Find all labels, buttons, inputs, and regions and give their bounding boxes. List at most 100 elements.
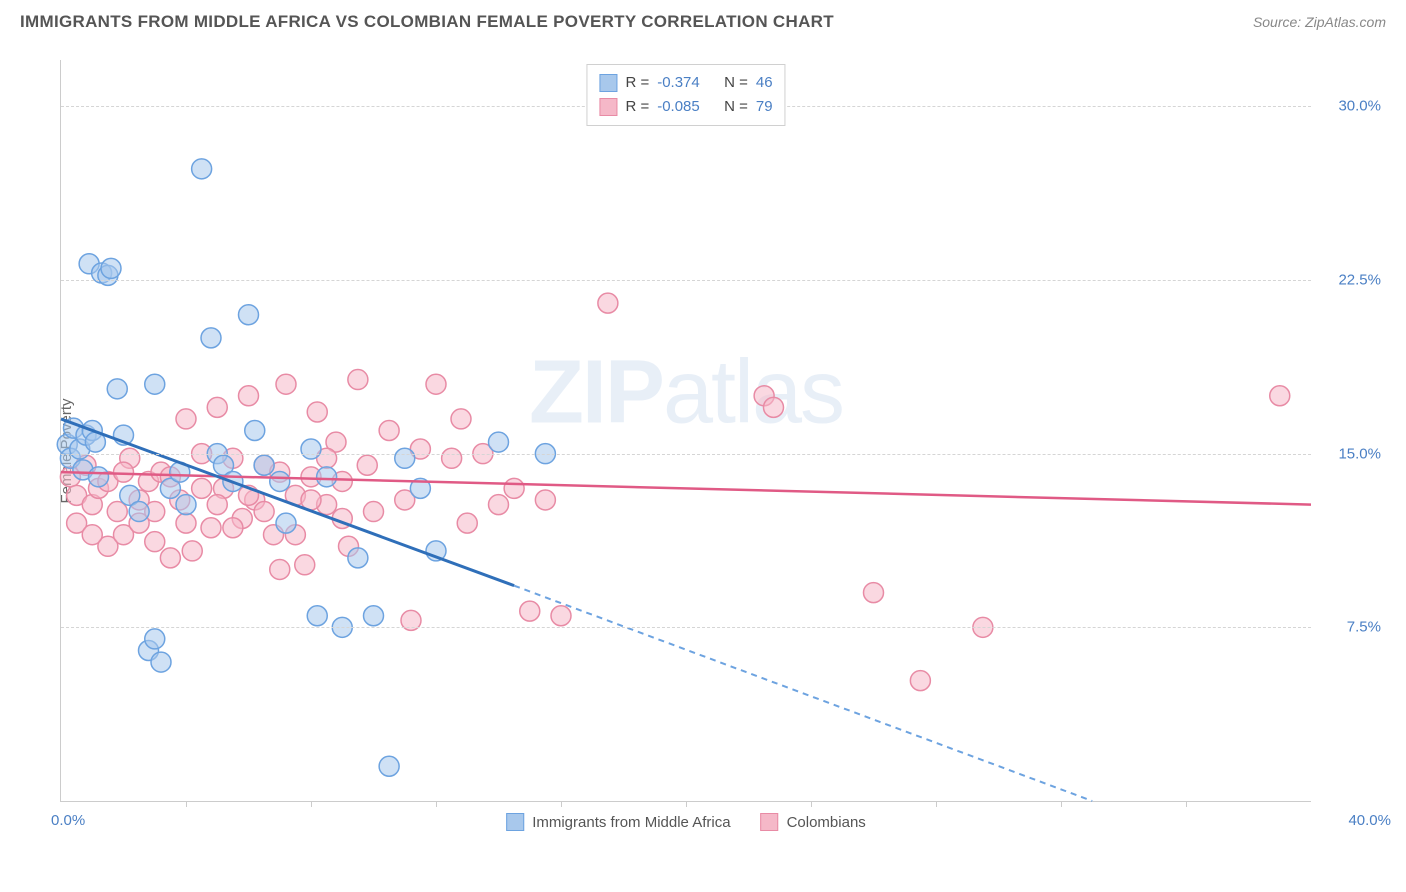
y-tick-label: 7.5% bbox=[1321, 619, 1381, 636]
gridline bbox=[61, 280, 1311, 281]
data-point bbox=[442, 448, 462, 468]
data-point bbox=[535, 490, 555, 510]
gridline bbox=[61, 454, 1311, 455]
x-tick-mark bbox=[811, 801, 812, 807]
swatch-icon bbox=[761, 813, 779, 831]
data-point bbox=[520, 601, 540, 621]
data-point bbox=[457, 513, 477, 533]
data-point bbox=[357, 455, 377, 475]
data-point bbox=[89, 467, 109, 487]
data-point bbox=[551, 606, 571, 626]
n-label: N = bbox=[724, 71, 748, 95]
x-tick-mark bbox=[936, 801, 937, 807]
data-point bbox=[276, 374, 296, 394]
data-point bbox=[364, 606, 384, 626]
data-point bbox=[151, 652, 171, 672]
series-legend: Immigrants from Middle Africa Colombians bbox=[506, 813, 866, 831]
data-point bbox=[107, 379, 127, 399]
x-tick-mark bbox=[311, 801, 312, 807]
data-point bbox=[598, 293, 618, 313]
data-point bbox=[176, 495, 196, 515]
data-point bbox=[764, 397, 784, 417]
data-point bbox=[101, 258, 121, 278]
x-tick-mark bbox=[686, 801, 687, 807]
data-point bbox=[207, 495, 227, 515]
data-point bbox=[82, 525, 102, 545]
data-point bbox=[379, 421, 399, 441]
data-point bbox=[270, 471, 290, 491]
data-point bbox=[910, 671, 930, 691]
data-point bbox=[176, 409, 196, 429]
x-tick-mark bbox=[1186, 801, 1187, 807]
data-point bbox=[245, 421, 265, 441]
data-point bbox=[145, 629, 165, 649]
data-point bbox=[276, 513, 296, 533]
r-value: -0.085 bbox=[657, 95, 700, 119]
legend-item-series1: Immigrants from Middle Africa bbox=[506, 813, 730, 831]
data-point bbox=[192, 159, 212, 179]
swatch-icon bbox=[599, 98, 617, 116]
data-point bbox=[129, 502, 149, 522]
x-tick-mark bbox=[186, 801, 187, 807]
data-point bbox=[504, 478, 524, 498]
plot-area: ZIPatlas R = -0.374 N = 46 R = -0.085 N … bbox=[60, 60, 1311, 802]
data-point bbox=[145, 532, 165, 552]
x-axis-max: 40.0% bbox=[1348, 812, 1391, 829]
n-value: 79 bbox=[756, 95, 773, 119]
data-point bbox=[307, 402, 327, 422]
data-point bbox=[395, 448, 415, 468]
data-point bbox=[145, 374, 165, 394]
swatch-icon bbox=[506, 813, 524, 831]
data-point bbox=[254, 502, 274, 522]
x-tick-mark bbox=[561, 801, 562, 807]
x-axis-origin: 0.0% bbox=[51, 812, 85, 829]
source-attribution: Source: ZipAtlas.com bbox=[1253, 14, 1386, 30]
data-point bbox=[1270, 386, 1290, 406]
trend-line-dashed bbox=[514, 586, 1092, 801]
data-point bbox=[451, 409, 471, 429]
data-point bbox=[201, 518, 221, 538]
data-point bbox=[114, 462, 134, 482]
data-point bbox=[270, 559, 290, 579]
data-point bbox=[307, 606, 327, 626]
data-point bbox=[239, 305, 259, 325]
swatch-icon bbox=[599, 74, 617, 92]
legend-label: Colombians bbox=[787, 814, 866, 831]
y-tick-label: 30.0% bbox=[1321, 98, 1381, 115]
r-value: -0.374 bbox=[657, 71, 700, 95]
data-point bbox=[379, 756, 399, 776]
data-point bbox=[301, 439, 321, 459]
data-point bbox=[489, 432, 509, 452]
scatter-svg bbox=[61, 60, 1311, 801]
y-tick-label: 15.0% bbox=[1321, 445, 1381, 462]
data-point bbox=[489, 495, 509, 515]
chart-container: Female Poverty ZIPatlas R = -0.374 N = 4… bbox=[50, 50, 1386, 852]
chart-title: IMMIGRANTS FROM MIDDLE AFRICA VS COLOMBI… bbox=[20, 12, 834, 32]
n-value: 46 bbox=[756, 71, 773, 95]
data-point bbox=[223, 518, 243, 538]
r-label: R = bbox=[625, 95, 649, 119]
x-tick-mark bbox=[436, 801, 437, 807]
x-tick-mark bbox=[1061, 801, 1062, 807]
data-point bbox=[207, 397, 227, 417]
data-point bbox=[364, 502, 384, 522]
data-point bbox=[864, 583, 884, 603]
data-point bbox=[254, 455, 274, 475]
data-point bbox=[317, 467, 337, 487]
data-point bbox=[192, 478, 212, 498]
data-point bbox=[176, 513, 196, 533]
r-label: R = bbox=[625, 71, 649, 95]
data-point bbox=[426, 374, 446, 394]
n-label: N = bbox=[724, 95, 748, 119]
legend-label: Immigrants from Middle Africa bbox=[532, 814, 730, 831]
data-point bbox=[160, 548, 180, 568]
data-point bbox=[348, 370, 368, 390]
correlation-legend: R = -0.374 N = 46 R = -0.085 N = 79 bbox=[586, 64, 785, 126]
legend-row-series2: R = -0.085 N = 79 bbox=[599, 95, 772, 119]
y-tick-label: 22.5% bbox=[1321, 271, 1381, 288]
legend-item-series2: Colombians bbox=[761, 813, 866, 831]
gridline bbox=[61, 627, 1311, 628]
data-point bbox=[201, 328, 221, 348]
legend-row-series1: R = -0.374 N = 46 bbox=[599, 71, 772, 95]
data-point bbox=[348, 548, 368, 568]
